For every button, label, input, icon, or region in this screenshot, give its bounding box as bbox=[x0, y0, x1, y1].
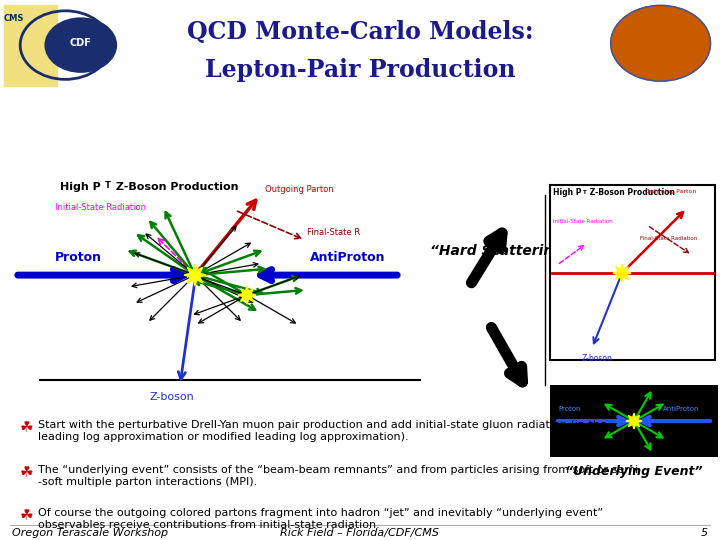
Text: The “underlying event” consists of the “beam-beam remnants” and from particles a: The “underlying event” consists of the “… bbox=[38, 465, 638, 487]
Text: T: T bbox=[105, 181, 111, 190]
Bar bbox=[550, 185, 715, 360]
Text: Oregon Terascale Workshop
March 7, 2011: Oregon Terascale Workshop March 7, 2011 bbox=[12, 528, 168, 540]
Text: 5: 5 bbox=[701, 528, 708, 538]
Text: CDF: CDF bbox=[70, 38, 91, 48]
Polygon shape bbox=[626, 413, 642, 429]
Circle shape bbox=[45, 18, 117, 72]
Text: Final-State R: Final-State R bbox=[307, 228, 360, 237]
Text: AntiProton: AntiProton bbox=[310, 251, 385, 264]
Text: Proton: Proton bbox=[558, 406, 580, 412]
Text: ☘: ☘ bbox=[20, 420, 34, 435]
Text: “Underlying Event”: “Underlying Event” bbox=[565, 465, 703, 478]
Text: “Hard Scattering” Component: “Hard Scattering” Component bbox=[430, 244, 666, 258]
Polygon shape bbox=[184, 264, 206, 286]
Text: Z-boson: Z-boson bbox=[150, 392, 194, 402]
Text: High P: High P bbox=[553, 188, 582, 197]
Text: Outgoing Parton: Outgoing Parton bbox=[265, 185, 333, 194]
Text: Start with the perturbative Drell-Yan muon pair production and add initial-state: Start with the perturbative Drell-Yan mu… bbox=[38, 420, 607, 442]
Text: Z-Boson Production: Z-Boson Production bbox=[587, 188, 675, 197]
Text: Initial-State Radiation: Initial-State Radiation bbox=[55, 203, 146, 212]
Text: QCD Monte-Carlo Models:: QCD Monte-Carlo Models: bbox=[186, 19, 534, 44]
Text: Initial-State Radiation: Initial-State Radiation bbox=[553, 219, 613, 224]
Text: Final-State Radiation: Final-State Radiation bbox=[640, 236, 697, 241]
Text: T: T bbox=[583, 190, 587, 195]
Text: ☘: ☘ bbox=[20, 508, 34, 523]
Text: Z-Boson Production: Z-Boson Production bbox=[112, 182, 238, 192]
Text: High P: High P bbox=[60, 182, 101, 192]
Circle shape bbox=[611, 5, 711, 81]
Text: Of course the outgoing colored partons fragment into hadron “jet” and inevitably: Of course the outgoing colored partons f… bbox=[38, 508, 603, 530]
Polygon shape bbox=[613, 264, 631, 282]
Text: Rick Field – Florida/CDF/CMS: Rick Field – Florida/CDF/CMS bbox=[281, 528, 439, 538]
Polygon shape bbox=[238, 286, 256, 304]
Text: CMS: CMS bbox=[4, 14, 24, 23]
Text: Z-boson: Z-boson bbox=[582, 354, 613, 363]
Bar bbox=[550, 385, 718, 457]
Text: ☘: ☘ bbox=[20, 465, 34, 480]
Text: AntiProton: AntiProton bbox=[663, 406, 700, 412]
Text: Proton: Proton bbox=[55, 251, 102, 264]
Text: Lepton-Pair Production: Lepton-Pair Production bbox=[204, 58, 516, 82]
Text: Outgoing Parton: Outgoing Parton bbox=[645, 189, 696, 194]
Polygon shape bbox=[4, 4, 57, 86]
